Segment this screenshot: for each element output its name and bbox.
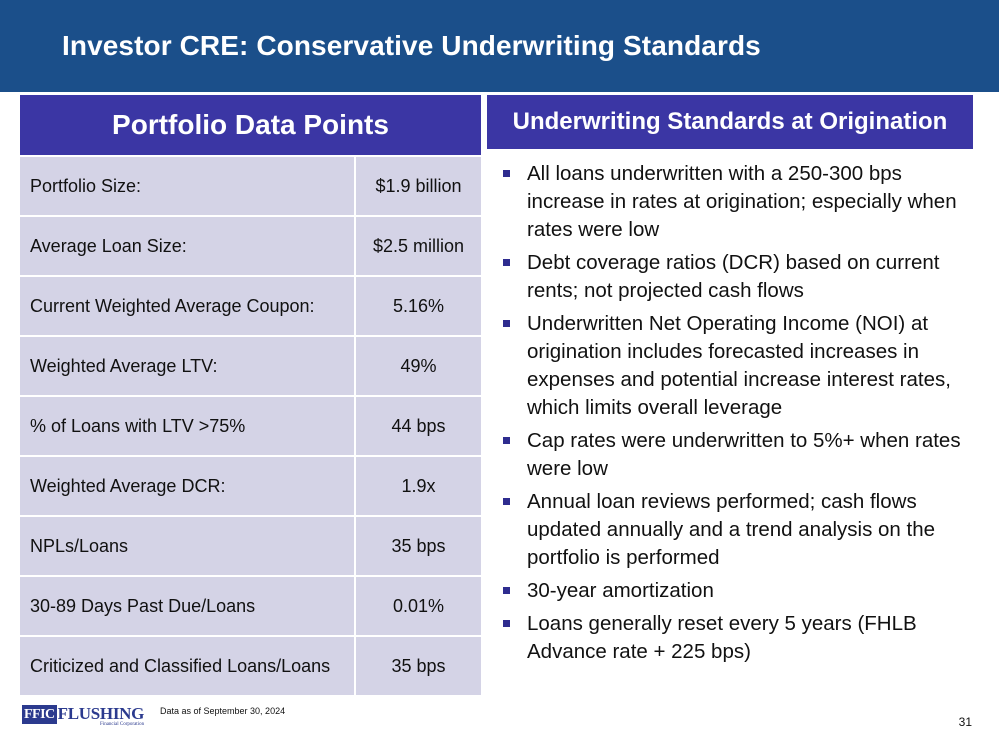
portfolio-data-panel: Portfolio Data Points Portfolio Size: $1… <box>20 95 481 696</box>
list-item-text: Cap rates were underwritten to 5%+ when … <box>527 429 961 480</box>
row-label: NPLs/Loans <box>20 515 356 577</box>
logo-wordmark: FLUSHING Financial Corporation <box>57 704 145 728</box>
row-value: $2.5 million <box>355 215 481 277</box>
table-row: Weighted Average LTV: 49% <box>20 335 481 397</box>
square-bullet-icon <box>503 259 510 266</box>
table-row: Weighted Average DCR: 1.9x <box>20 455 481 517</box>
list-item: Cap rates were underwritten to 5%+ when … <box>500 427 970 483</box>
table-row: Portfolio Size: $1.9 billion <box>20 155 481 217</box>
logo-ffic-mark: FFIC <box>22 705 57 724</box>
square-bullet-icon <box>503 437 510 444</box>
row-value: 0.01% <box>355 575 481 637</box>
underwriting-list: All loans underwritten with a 250-300 bp… <box>500 160 970 671</box>
square-bullet-icon <box>503 320 510 327</box>
row-label: Average Loan Size: <box>20 215 356 277</box>
logo-name: FLUSHING <box>57 704 145 723</box>
list-item-text: All loans underwritten with a 250-300 bp… <box>527 162 957 241</box>
list-item-text: 30-year amortization <box>527 579 714 602</box>
row-label: Weighted Average DCR: <box>20 455 356 517</box>
table-row: % of Loans with LTV >75% 44 bps <box>20 395 481 457</box>
list-item: Annual loan reviews performed; cash flow… <box>500 488 970 572</box>
row-value: 44 bps <box>355 395 481 457</box>
square-bullet-icon <box>503 170 510 177</box>
row-label: % of Loans with LTV >75% <box>20 395 356 457</box>
row-value: 49% <box>355 335 481 397</box>
list-item: Debt coverage ratios (DCR) based on curr… <box>500 249 970 305</box>
row-label: Portfolio Size: <box>20 155 356 217</box>
list-item-text: Debt coverage ratios (DCR) based on curr… <box>527 251 940 302</box>
portfolio-table: Portfolio Size: $1.9 billion Average Loa… <box>20 155 481 696</box>
portfolio-heading: Portfolio Data Points <box>20 95 481 155</box>
table-row: Average Loan Size: $2.5 million <box>20 215 481 277</box>
square-bullet-icon <box>503 498 510 505</box>
square-bullet-icon <box>503 620 510 627</box>
row-value: 1.9x <box>355 455 481 517</box>
list-item-text: Loans generally reset every 5 years (FHL… <box>527 612 917 663</box>
row-value: 35 bps <box>355 515 481 577</box>
logo-subtitle: Financial Corporation <box>100 722 145 727</box>
list-item: Loans generally reset every 5 years (FHL… <box>500 610 970 666</box>
underwriting-heading: Underwriting Standards at Origination <box>487 95 973 149</box>
row-value: 35 bps <box>355 635 481 696</box>
row-value: $1.9 billion <box>355 155 481 217</box>
row-label: Criticized and Classified Loans/Loans <box>20 635 356 696</box>
table-row: Current Weighted Average Coupon: 5.16% <box>20 275 481 337</box>
square-bullet-icon <box>503 587 510 594</box>
row-label: Current Weighted Average Coupon: <box>20 275 356 337</box>
page-title: Investor CRE: Conservative Underwriting … <box>62 30 761 61</box>
row-value: 5.16% <box>355 275 481 337</box>
data-as-of-note: Data as of September 30, 2024 <box>160 706 286 716</box>
list-item: Underwritten Net Operating Income (NOI) … <box>500 310 970 422</box>
page-number: 31 <box>958 715 972 729</box>
table-row: Criticized and Classified Loans/Loans 35… <box>20 635 481 696</box>
title-bar: Investor CRE: Conservative Underwriting … <box>0 0 999 92</box>
list-item-text: Underwritten Net Operating Income (NOI) … <box>527 312 951 419</box>
table-row: NPLs/Loans 35 bps <box>20 515 481 577</box>
row-label: 30-89 Days Past Due/Loans <box>20 575 356 637</box>
list-item: 30-year amortization <box>500 577 970 605</box>
row-label: Weighted Average LTV: <box>20 335 356 397</box>
list-item-text: Annual loan reviews performed; cash flow… <box>527 490 936 569</box>
list-item: All loans underwritten with a 250-300 bp… <box>500 160 970 244</box>
flushing-logo: FFIC FLUSHING Financial Corporation <box>22 705 144 727</box>
table-row: 30-89 Days Past Due/Loans 0.01% <box>20 575 481 637</box>
